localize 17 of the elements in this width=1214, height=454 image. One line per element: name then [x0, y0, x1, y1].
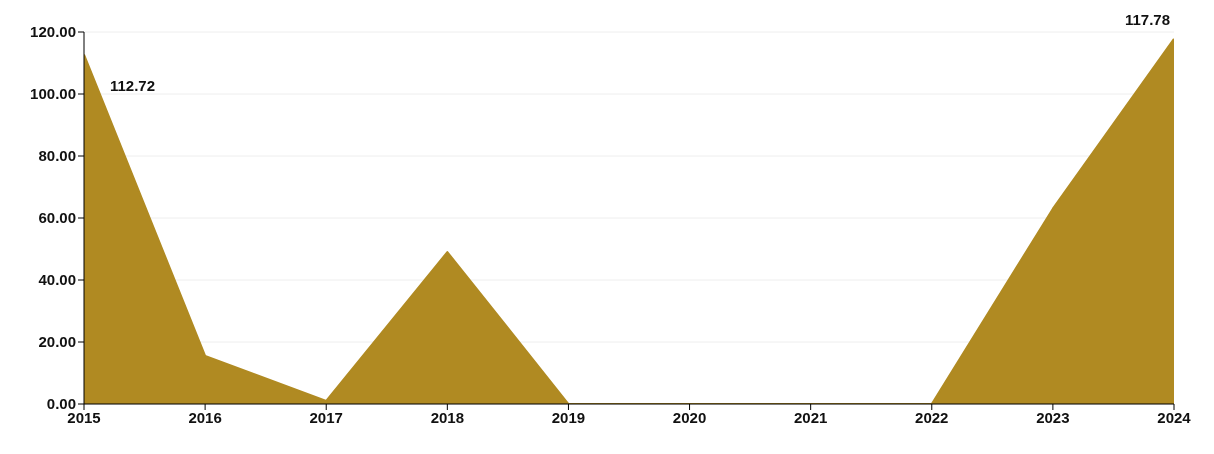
y-tick-label: 80.00	[38, 147, 76, 165]
y-tick-label: 100.00	[30, 85, 76, 103]
y-tick-label: 20.00	[38, 333, 76, 351]
x-tick-label: 2018	[430, 408, 465, 426]
x-tick-label: 2016	[188, 408, 222, 426]
x-tick-label: 2019	[551, 408, 586, 426]
data-label: 112.72	[110, 76, 156, 94]
x-tick-label: 2024	[1157, 408, 1192, 426]
x-tick-label: 2017	[309, 408, 343, 426]
y-tick-label: 120.00	[30, 23, 76, 41]
data-label: 117.78	[1124, 10, 1170, 28]
x-tick-label: 2021	[793, 408, 828, 426]
x-tick-label: 2022	[915, 408, 949, 426]
y-tick-label: 60.00	[38, 209, 76, 227]
x-tick-label: 2020	[672, 408, 707, 426]
y-tick-label: 40.00	[38, 271, 76, 289]
x-tick-label: 2023	[1036, 408, 1070, 426]
